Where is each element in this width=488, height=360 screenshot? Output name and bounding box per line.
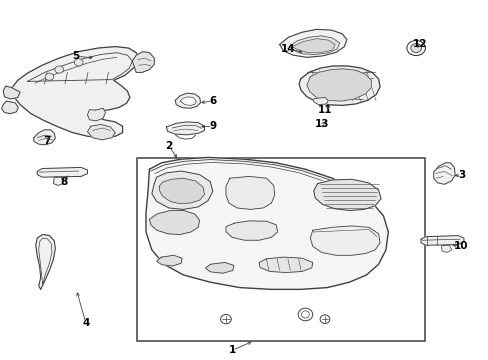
Ellipse shape	[301, 311, 309, 318]
Polygon shape	[279, 30, 346, 57]
Ellipse shape	[320, 315, 329, 323]
Ellipse shape	[298, 308, 312, 321]
Polygon shape	[299, 66, 379, 105]
Polygon shape	[87, 125, 115, 140]
Polygon shape	[37, 167, 87, 177]
Polygon shape	[146, 157, 387, 289]
Polygon shape	[420, 235, 463, 245]
Ellipse shape	[220, 315, 231, 324]
Text: 14: 14	[281, 44, 295, 54]
Text: 8: 8	[61, 177, 67, 187]
Polygon shape	[441, 245, 451, 252]
Text: 3: 3	[457, 170, 464, 180]
Polygon shape	[152, 171, 212, 210]
Polygon shape	[149, 211, 199, 234]
Polygon shape	[166, 122, 204, 135]
Polygon shape	[225, 176, 274, 210]
Polygon shape	[3, 86, 20, 99]
Text: 12: 12	[412, 39, 427, 49]
Polygon shape	[36, 234, 55, 289]
Polygon shape	[313, 179, 380, 211]
Polygon shape	[205, 262, 233, 273]
Text: 13: 13	[315, 120, 329, 129]
Polygon shape	[310, 226, 379, 255]
Polygon shape	[225, 221, 277, 240]
Text: 6: 6	[209, 96, 216, 106]
Ellipse shape	[74, 59, 83, 66]
Polygon shape	[159, 178, 204, 204]
Ellipse shape	[55, 66, 63, 73]
Polygon shape	[433, 163, 454, 184]
Text: 11: 11	[317, 105, 331, 115]
Polygon shape	[157, 255, 182, 266]
Polygon shape	[175, 93, 200, 108]
Text: 4: 4	[82, 319, 89, 328]
Polygon shape	[1, 101, 18, 114]
Text: 10: 10	[453, 241, 468, 251]
Text: 7: 7	[43, 136, 51, 145]
Text: 2: 2	[165, 141, 172, 151]
Polygon shape	[11, 46, 138, 138]
Polygon shape	[259, 257, 312, 273]
Ellipse shape	[406, 41, 425, 55]
Polygon shape	[313, 98, 328, 105]
Polygon shape	[289, 36, 339, 54]
Polygon shape	[306, 69, 370, 101]
Text: 1: 1	[228, 345, 235, 355]
Text: 9: 9	[209, 121, 216, 131]
Polygon shape	[53, 177, 63, 185]
Polygon shape	[180, 97, 196, 105]
Polygon shape	[34, 130, 55, 145]
Polygon shape	[87, 108, 105, 121]
Text: 5: 5	[73, 51, 80, 61]
Ellipse shape	[45, 73, 54, 80]
Polygon shape	[292, 39, 334, 52]
Polygon shape	[132, 51, 154, 72]
Ellipse shape	[410, 44, 421, 53]
Bar	[137, 158, 424, 341]
